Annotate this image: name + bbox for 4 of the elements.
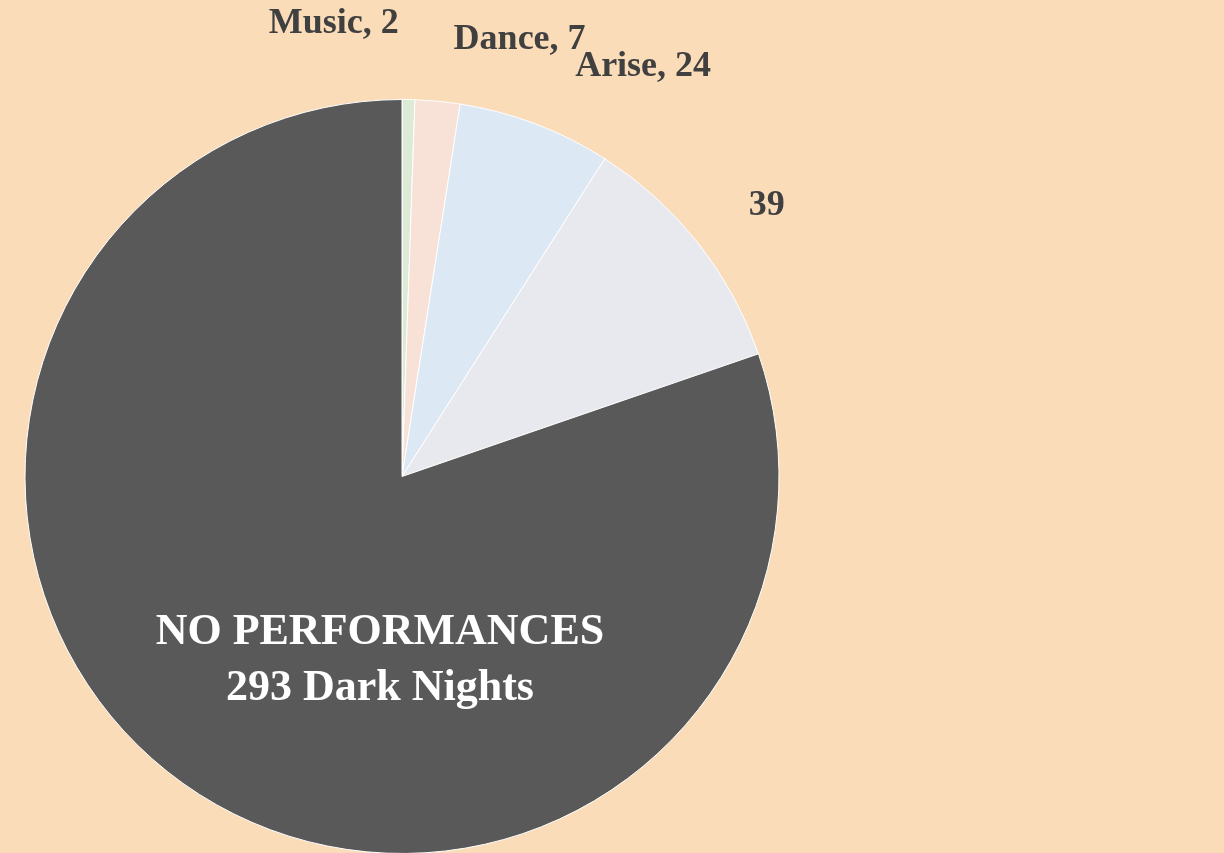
slice-label: Music, 2 — [268, 0, 399, 41]
slice-label: NO PERFORMANCES — [155, 605, 605, 655]
data-label: 39 — [748, 183, 785, 224]
data-label: 293 Dark Nights — [225, 661, 534, 711]
